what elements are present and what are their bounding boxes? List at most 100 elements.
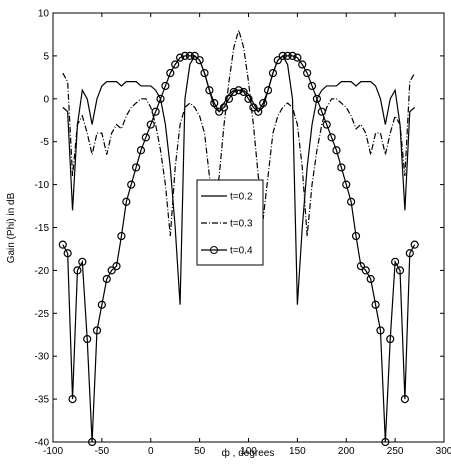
series-marker [141, 133, 150, 142]
series-marker [136, 146, 146, 155]
series-marker [268, 68, 278, 78]
series-marker [254, 107, 263, 116]
series-marker [356, 262, 366, 271]
series-marker [371, 300, 380, 309]
series-line [62, 55, 416, 443]
y-tick-label: -10 [35, 180, 50, 191]
y-tick-label: -35 [35, 395, 50, 406]
series-marker [78, 257, 87, 266]
series-marker [410, 240, 419, 249]
series-marker [351, 231, 361, 241]
y-tick-label: -5 [40, 137, 49, 148]
series-marker [185, 51, 194, 61]
series-marker [395, 266, 405, 275]
series-marker [87, 437, 97, 447]
series-marker [278, 51, 287, 61]
series-marker [166, 68, 175, 78]
series-marker [122, 197, 131, 206]
y-tick-label: -40 [35, 438, 50, 449]
y-tick-label: -30 [35, 352, 50, 363]
series-marker [161, 81, 170, 91]
series-marker [239, 87, 248, 97]
x-tick-label: 0 [148, 446, 154, 457]
series-marker [224, 94, 234, 103]
series-marker [347, 197, 356, 206]
series-marker [322, 120, 331, 129]
x-tick-label: -100 [43, 446, 63, 457]
series-marker [210, 98, 219, 108]
series-marker [381, 437, 390, 447]
legend-label: t=0.4 [230, 246, 253, 257]
x-tick-label: 50 [194, 446, 206, 457]
series-marker [68, 395, 77, 404]
legend-box [196, 179, 264, 266]
x-tick-label: 200 [338, 446, 355, 457]
legend-marker [210, 246, 218, 254]
series-marker [342, 180, 351, 189]
series-marker [112, 262, 121, 271]
series-marker [63, 249, 72, 258]
series-marker [58, 240, 67, 249]
series-marker [332, 146, 341, 155]
series-line [62, 27, 416, 237]
series-marker [171, 60, 180, 69]
legend-label: t=0.2 [230, 192, 253, 203]
series-marker [391, 257, 400, 266]
series-marker [200, 68, 209, 78]
series-marker [288, 51, 297, 61]
y-tick-label: 10 [38, 9, 50, 20]
series-marker [317, 107, 326, 116]
series-marker [151, 107, 160, 116]
y-tick-label: 0 [43, 94, 49, 105]
series-marker [263, 86, 273, 95]
x-tick-label: 250 [387, 446, 404, 457]
series-marker [102, 274, 111, 284]
x-tick-label: 150 [289, 446, 306, 457]
series-marker [92, 326, 102, 335]
y-axis-label: Gain (Phi) in dB [6, 192, 17, 263]
series-marker [215, 107, 224, 116]
y-tick-label: -15 [35, 223, 50, 234]
series-marker [327, 133, 336, 142]
series-marker [337, 163, 346, 172]
series-marker [361, 266, 370, 275]
legend-label: t=0.3 [230, 219, 253, 230]
series-marker [234, 86, 243, 95]
series-marker [180, 51, 190, 61]
series-marker [244, 94, 253, 103]
series-marker [175, 53, 185, 62]
series-marker [307, 81, 317, 91]
series-marker [400, 395, 409, 404]
series-marker [190, 51, 199, 61]
series-marker [156, 94, 165, 103]
series-marker [107, 266, 116, 275]
series-marker [386, 334, 395, 344]
series-marker [83, 334, 92, 344]
x-tick-label: 300 [436, 446, 451, 457]
series-marker [117, 231, 126, 241]
series-marker [146, 120, 155, 129]
series-marker [131, 163, 141, 172]
series-marker [273, 56, 282, 65]
series-marker [219, 103, 229, 112]
y-tick-label: 5 [43, 51, 49, 62]
series-marker [249, 103, 258, 112]
y-tick-label: -25 [35, 309, 50, 320]
series-marker [303, 68, 312, 78]
series-marker [298, 60, 307, 69]
y-tick-label: -20 [35, 266, 50, 277]
series-marker [293, 53, 302, 62]
x-tick-label: 100 [240, 446, 257, 457]
series-marker [366, 274, 375, 284]
series-marker [127, 180, 136, 189]
series-marker [259, 98, 268, 108]
x-tick-label: -50 [95, 446, 110, 457]
series-marker [376, 326, 385, 335]
series-marker [229, 87, 238, 97]
series-marker [97, 300, 106, 309]
x-axis-label: ф , degrees [222, 447, 275, 459]
series-marker [312, 94, 322, 103]
series-marker [205, 86, 214, 95]
series-marker [73, 266, 82, 275]
